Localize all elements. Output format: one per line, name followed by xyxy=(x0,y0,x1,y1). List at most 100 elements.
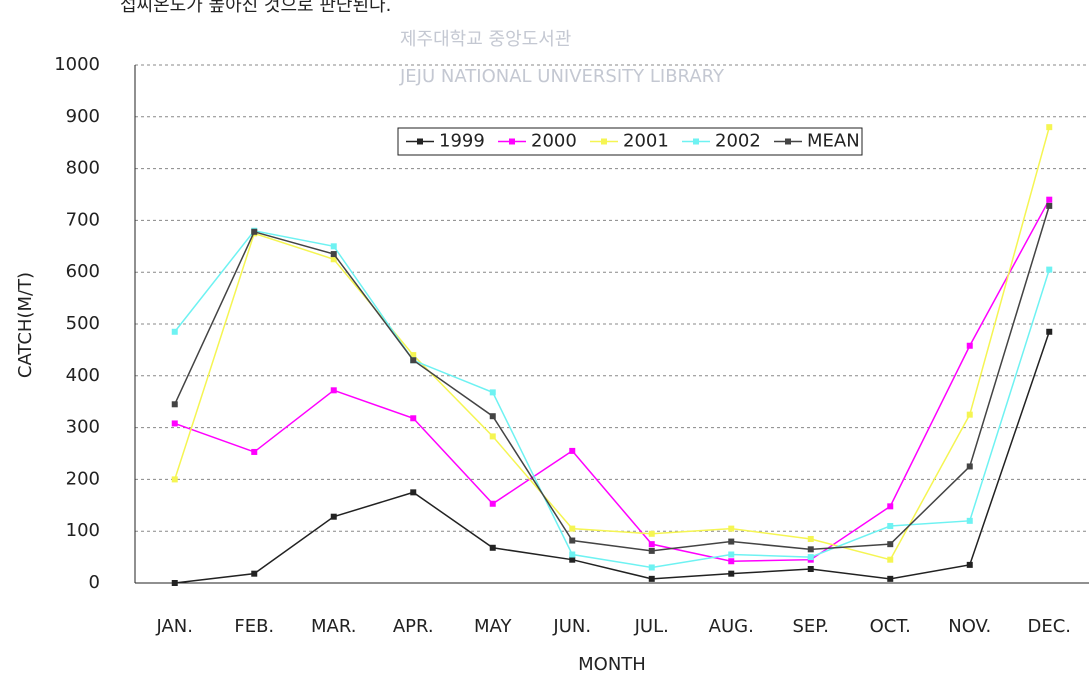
point xyxy=(251,228,258,235)
y-tick-label: 400 xyxy=(66,365,100,386)
y-tick-label: 500 xyxy=(66,313,100,334)
point xyxy=(887,541,894,548)
point xyxy=(648,547,655,554)
watermark-subtitle: JEJU NATIONAL UNIVERSITY LIBRARY xyxy=(399,66,725,87)
legend-label: 2001 xyxy=(623,131,669,152)
legend-label: 2002 xyxy=(715,131,761,152)
point xyxy=(569,525,576,532)
point xyxy=(1046,196,1053,203)
point xyxy=(569,537,576,544)
series-line xyxy=(174,126,1050,561)
point xyxy=(489,433,496,440)
point xyxy=(807,546,814,553)
point xyxy=(807,535,814,542)
x-tick-label: APR. xyxy=(393,616,434,637)
point xyxy=(330,387,337,394)
point xyxy=(171,580,178,586)
point xyxy=(728,551,735,558)
point xyxy=(410,352,417,359)
point xyxy=(330,513,337,520)
y-tick-label: 700 xyxy=(66,209,100,230)
legend-label: 2000 xyxy=(531,131,577,152)
point xyxy=(410,415,417,422)
point xyxy=(728,558,735,565)
point xyxy=(807,566,814,573)
y-tick-label: 200 xyxy=(66,468,100,489)
point xyxy=(728,538,735,545)
x-tick-label: NOV. xyxy=(948,616,991,637)
x-tick-label: JAN. xyxy=(156,616,194,637)
y-tick-label: 300 xyxy=(66,417,100,438)
point xyxy=(171,401,178,408)
point xyxy=(648,575,655,582)
point xyxy=(1046,202,1053,209)
point xyxy=(887,523,894,530)
point xyxy=(251,448,258,455)
point xyxy=(1046,266,1053,273)
point xyxy=(489,413,496,420)
legend-label: 1999 xyxy=(439,131,485,152)
watermark-title: 제주대학교 중앙도서관 xyxy=(400,29,571,50)
point xyxy=(648,530,655,537)
y-tick-label: 100 xyxy=(66,520,100,541)
point xyxy=(966,411,973,418)
series-line xyxy=(174,331,1050,584)
point xyxy=(330,256,337,263)
point xyxy=(1046,124,1053,131)
y-tick-label: 900 xyxy=(66,106,100,127)
point xyxy=(330,243,337,250)
series-line xyxy=(174,199,1050,562)
x-tick-label: DEC. xyxy=(1027,616,1071,637)
x-tick-label: JUL. xyxy=(634,616,669,637)
y-tick-label: 600 xyxy=(66,261,100,282)
x-tick-label: OCT. xyxy=(870,616,911,637)
x-tick-label: MAR. xyxy=(311,616,356,637)
point xyxy=(887,575,894,582)
point xyxy=(489,389,496,396)
point xyxy=(728,525,735,532)
point xyxy=(489,500,496,507)
point xyxy=(569,556,576,563)
y-tick-label: 0 xyxy=(89,572,100,593)
series-line xyxy=(174,229,1050,569)
x-tick-label: FEB. xyxy=(234,616,274,637)
point xyxy=(966,342,973,349)
legend-marker xyxy=(785,138,791,145)
legend-marker xyxy=(417,138,423,145)
point xyxy=(569,551,576,558)
point xyxy=(171,328,178,335)
point xyxy=(489,544,496,551)
point xyxy=(251,570,258,577)
point xyxy=(410,489,417,496)
x-tick-label: JUN. xyxy=(552,616,591,637)
point xyxy=(330,251,337,258)
point xyxy=(807,554,814,561)
point xyxy=(648,541,655,548)
x-axis-label: MONTH xyxy=(578,654,646,675)
point xyxy=(1046,328,1053,335)
legend-label: MEAN xyxy=(807,131,860,152)
x-tick-label: AUG. xyxy=(709,616,754,637)
legend-marker xyxy=(509,138,515,145)
y-tick-label: 1000 xyxy=(54,54,100,75)
point xyxy=(410,357,417,364)
legend-marker xyxy=(693,138,699,145)
x-tick-label: MAY xyxy=(474,616,512,637)
y-axis-label: CATCH(M/T) xyxy=(15,272,36,378)
series-line xyxy=(174,205,1050,552)
point xyxy=(648,564,655,571)
point xyxy=(887,503,894,510)
point xyxy=(887,556,894,563)
legend-marker xyxy=(601,138,607,145)
point xyxy=(171,476,178,483)
y-tick-label: 800 xyxy=(66,158,100,179)
point xyxy=(966,517,973,524)
point xyxy=(569,447,576,454)
point xyxy=(171,420,178,427)
point xyxy=(966,463,973,470)
header-text: 섭씨온도가 높아진 것으로 판단된다. xyxy=(120,0,391,16)
x-tick-label: SEP. xyxy=(792,616,829,637)
point xyxy=(728,570,735,577)
point xyxy=(966,561,973,568)
